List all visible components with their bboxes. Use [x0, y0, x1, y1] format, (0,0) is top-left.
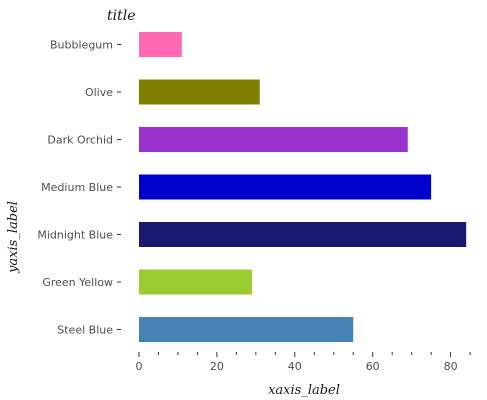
bar-midnight-blue — [139, 222, 467, 247]
x-tick-label: 80 — [444, 360, 458, 373]
chart-title: title — [107, 8, 136, 24]
y-tick-label: Green Yellow — [42, 276, 113, 289]
x-tick-label: 60 — [366, 360, 380, 373]
y-tick-label: Dark Orchid — [47, 134, 113, 147]
y-tick-label: Bubblegum — [50, 39, 113, 52]
y-tick-label: Olive — [85, 86, 113, 99]
x-tick-label: 20 — [210, 360, 224, 373]
y-tick-label: Midnight Blue — [37, 229, 113, 242]
y-tick-label: Medium Blue — [41, 181, 113, 194]
bar-steel-blue — [139, 317, 354, 342]
x-axis-title: xaxis_label — [268, 383, 340, 398]
y-axis-title: yaxis_label — [6, 201, 21, 274]
y-tick-label: Steel Blue — [57, 324, 113, 337]
bar-medium-blue — [139, 174, 432, 200]
bar-green-yellow — [139, 269, 252, 295]
bars — [139, 32, 467, 342]
x-tick-label: 40 — [288, 360, 302, 373]
y-axis-ticks: Steel Blue Green Yellow Midnight Blue Mediu… — [37, 39, 121, 337]
bar-dark-orchid — [139, 127, 408, 152]
bar-olive — [139, 79, 260, 105]
x-tick-label: 0 — [136, 360, 143, 373]
bar-bubblegum — [139, 32, 182, 57]
x-axis-ticks: 0 20 40 60 80 — [136, 352, 471, 373]
